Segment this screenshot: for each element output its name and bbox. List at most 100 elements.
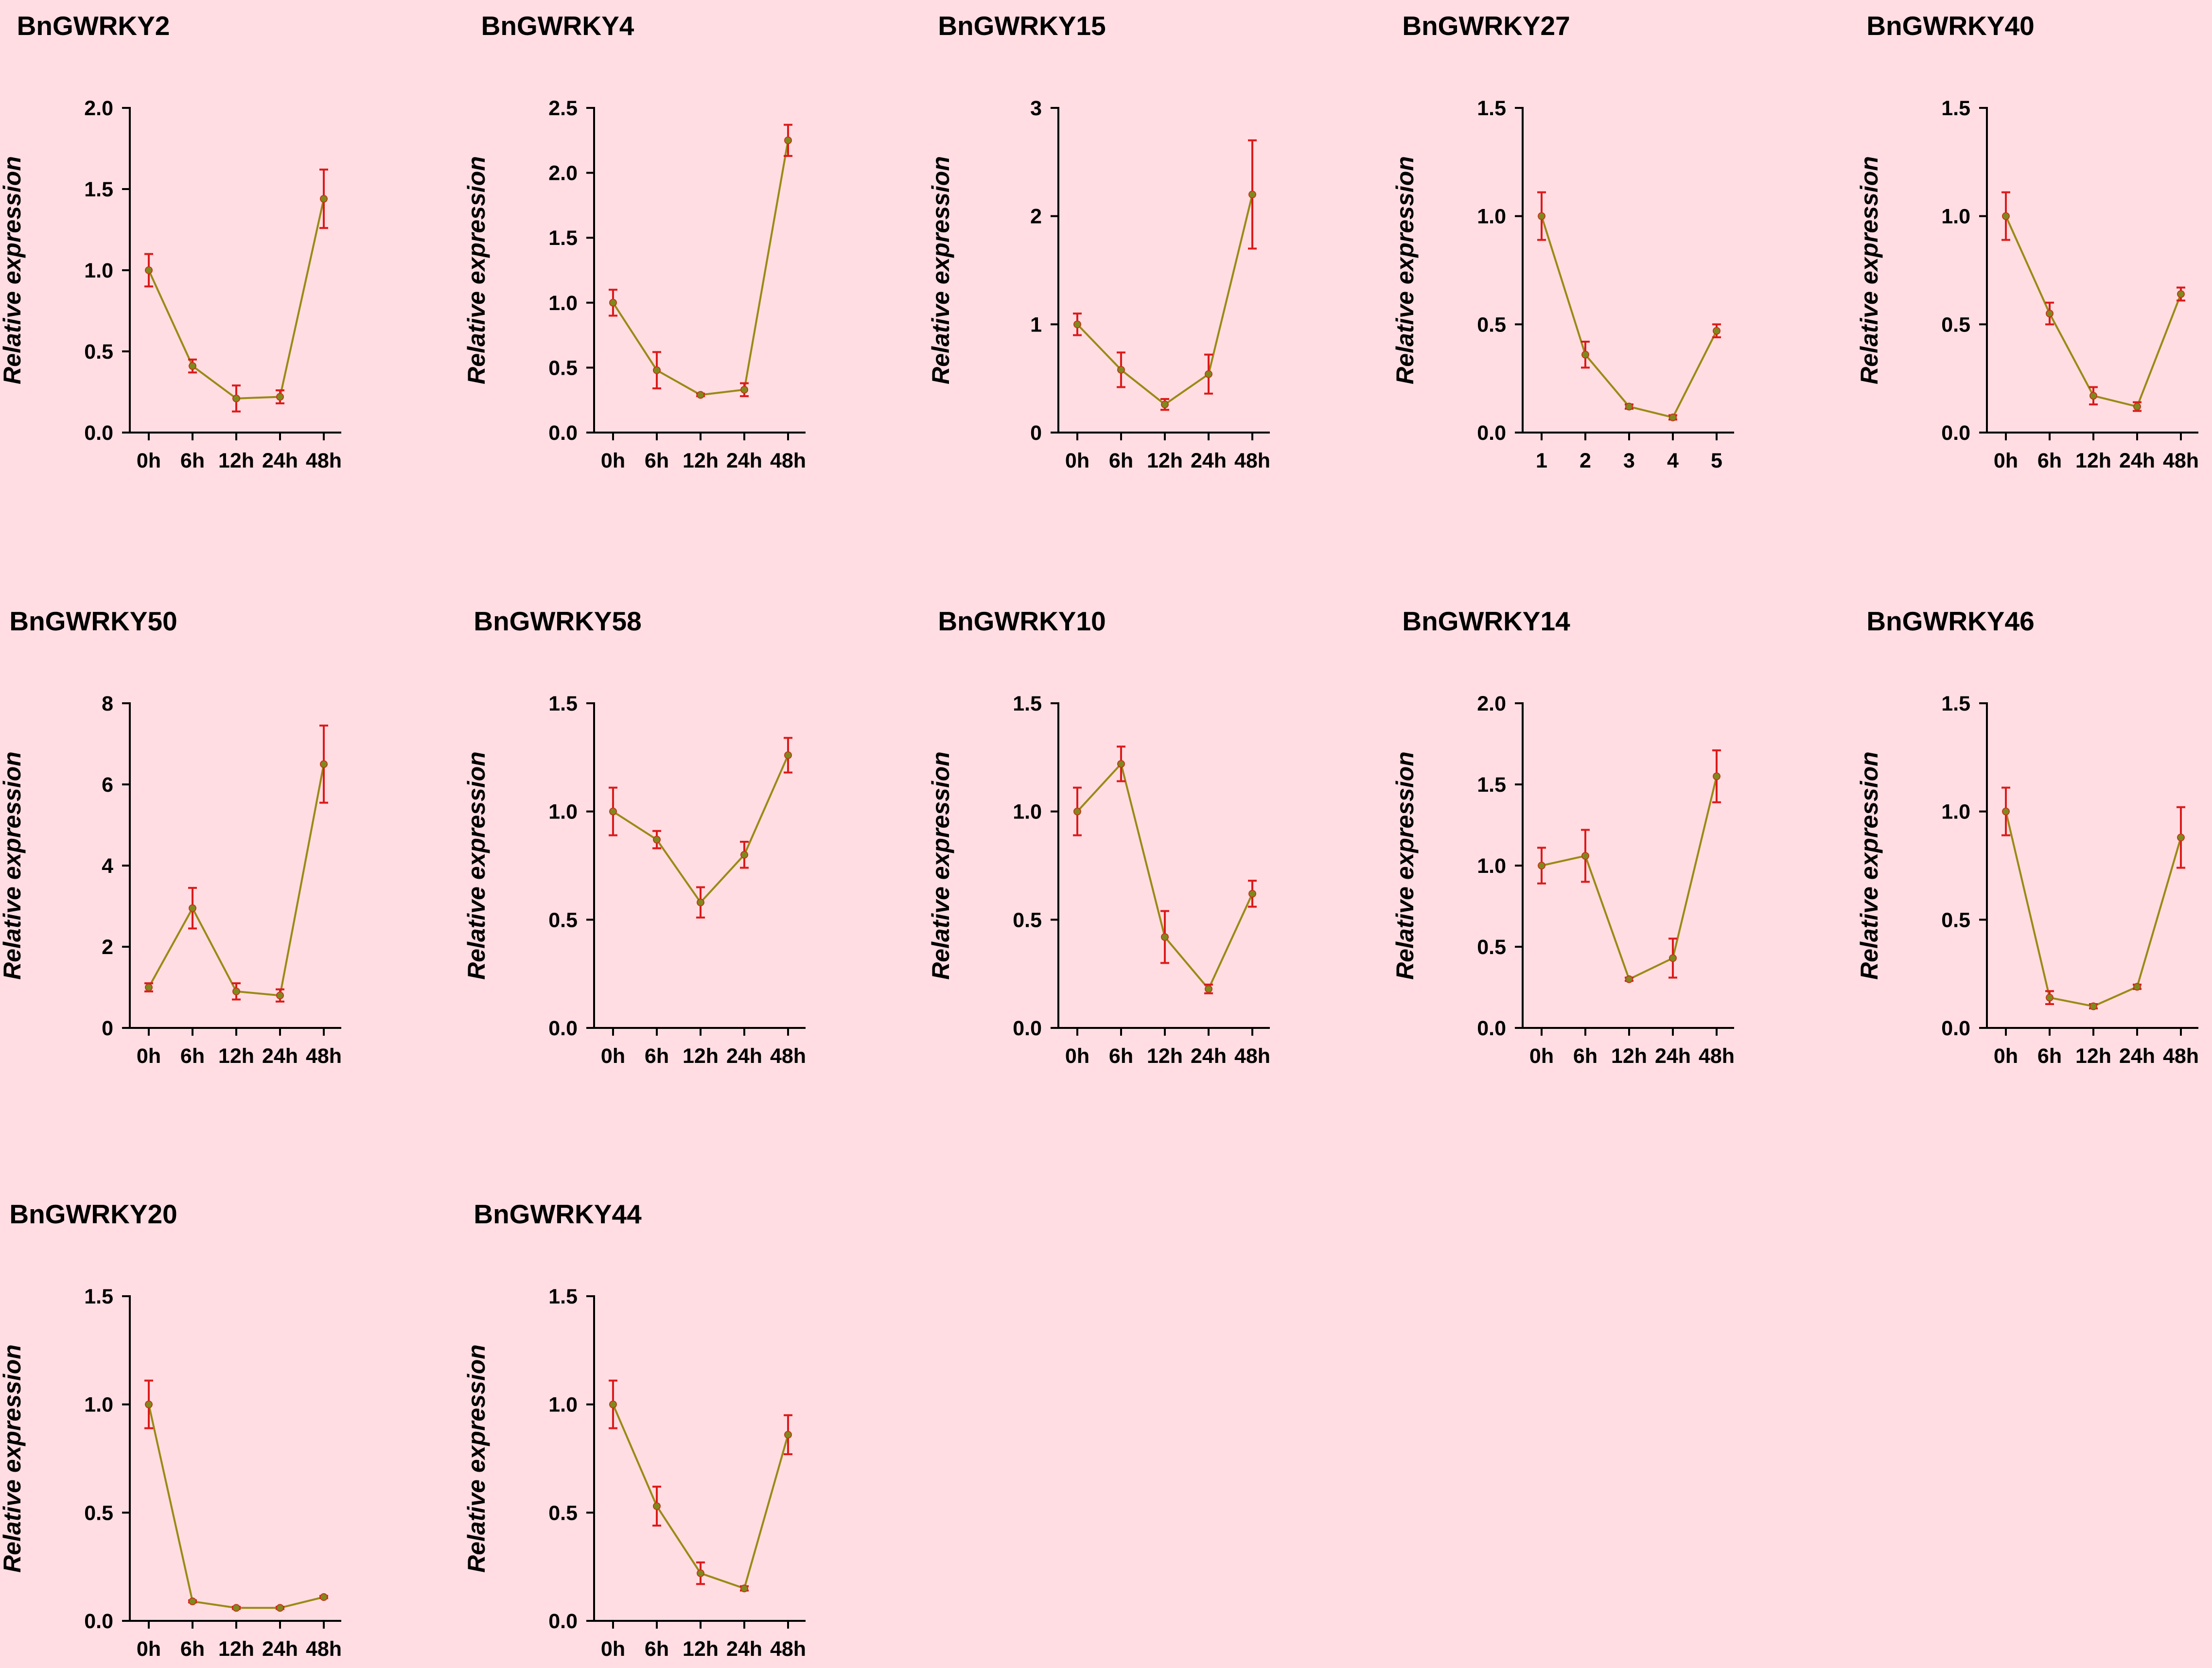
panel-title: BnGWRKY15 — [938, 11, 1106, 41]
x-tick-label: 12h — [218, 1044, 254, 1068]
series-line — [1541, 216, 1718, 419]
data-point — [2133, 402, 2141, 411]
y-tick-label: 0.0 — [1013, 1017, 1042, 1040]
x-tick-label: 6h — [1109, 1044, 1133, 1068]
data-point — [1581, 350, 1589, 359]
y-tick-label: 0.0 — [1477, 1017, 1506, 1040]
x-tick-label: 48h — [1234, 1044, 1270, 1068]
data-point — [740, 385, 748, 394]
data-point — [1669, 954, 1677, 962]
y-axis-label: Relative expression — [0, 156, 26, 384]
x-tick-label: 0h — [137, 1637, 161, 1661]
x-tick-label: 0h — [1065, 1044, 1089, 1068]
data-point — [1161, 933, 1169, 941]
y-tick-label: 6 — [102, 773, 113, 797]
data-point — [697, 898, 704, 906]
x-tick-label: 6h — [2037, 1044, 2062, 1068]
x-tick-label: 24h — [2119, 449, 2155, 472]
x-tick-label: 24h — [726, 449, 762, 472]
series-line — [1541, 776, 1718, 981]
panel-title: BnGWRKY46 — [1866, 606, 2034, 636]
x-tick-label: 2 — [1580, 449, 1591, 472]
x-tick-label: 48h — [1234, 449, 1270, 472]
y-tick-label: 0.5 — [548, 1501, 578, 1525]
data-point — [1669, 413, 1677, 421]
data-point — [1117, 760, 1125, 768]
y-tick-label: 1.5 — [84, 178, 113, 201]
y-tick-label: 3 — [1030, 97, 1042, 120]
data-point — [784, 751, 792, 759]
y-tick-label: 2.0 — [1477, 692, 1506, 715]
data-point — [276, 393, 284, 401]
data-point — [1248, 889, 1256, 898]
x-tick-label: 0h — [601, 1044, 625, 1068]
y-tick-label: 1.5 — [548, 1285, 578, 1308]
panel-title: BnGWRKY50 — [9, 606, 177, 636]
y-tick-label: 0.5 — [1477, 313, 1506, 336]
x-tick-label: 6h — [1573, 1044, 1598, 1068]
y-tick-label: 1 — [1030, 313, 1042, 336]
y-tick-label: 8 — [102, 692, 113, 715]
data-point — [609, 1400, 617, 1408]
data-point — [609, 807, 617, 816]
x-tick-label: 6h — [180, 449, 205, 472]
chart-panel-bngwrky20: BnGWRKY20 Relative expression 0.0 0.5 1.0 1.5… — [0, 1199, 342, 1661]
series-line — [2005, 811, 2182, 1008]
x-tick-label: 1 — [1536, 449, 1547, 472]
x-tick-label: 5 — [1711, 449, 1722, 472]
data-point — [740, 851, 748, 859]
data-point — [653, 1502, 661, 1510]
y-tick-label: 0.5 — [1477, 936, 1506, 959]
y-tick-label: 1.0 — [548, 292, 578, 315]
data-point — [1117, 365, 1125, 374]
data-point — [232, 394, 240, 402]
y-tick-label: 1.0 — [1941, 800, 1970, 824]
data-point — [145, 266, 153, 274]
series-line — [148, 1404, 324, 1609]
y-tick-label: 0.5 — [548, 356, 578, 380]
data-point — [1538, 212, 1545, 220]
data-point — [609, 298, 617, 307]
y-tick-label: 0.0 — [84, 1610, 113, 1633]
y-axis-label: Relative expression — [0, 751, 26, 980]
x-tick-label: 4 — [1667, 449, 1679, 472]
data-point — [1713, 327, 1720, 335]
data-point — [232, 1604, 240, 1612]
x-tick-label: 24h — [262, 1637, 298, 1661]
chart-panel-bngwrky4: BnGWRKY4 Relative expression 0.0 0.5 1.0 1.5 2… — [463, 11, 806, 472]
x-tick-label: 24h — [726, 1044, 762, 1068]
y-tick-label: 1.0 — [1941, 205, 1970, 228]
x-tick-label: 12h — [2075, 449, 2111, 472]
y-tick-label: 2.0 — [84, 97, 113, 120]
data-point — [1205, 370, 1212, 378]
chart-panel-bngwrky14: BnGWRKY14 Relative expression 0.0 0.5 1.0 1.5… — [1391, 606, 1735, 1068]
chart-panel-bngwrky40: BnGWRKY40 Relative expression 0.0 0.5 1.0 1.5… — [1856, 11, 2199, 472]
x-tick-label: 24h — [726, 1637, 762, 1661]
y-tick-label: 4 — [102, 854, 113, 878]
x-tick-label: 24h — [1191, 449, 1227, 472]
data-point — [320, 195, 328, 203]
data-point — [232, 987, 240, 995]
data-point — [189, 904, 196, 912]
series-line — [612, 1404, 789, 1590]
panel-title: BnGWRKY27 — [1402, 11, 1570, 41]
data-point — [784, 1431, 792, 1439]
x-tick-label: 3 — [1623, 449, 1635, 472]
y-axis-label: Relative expression — [1391, 156, 1419, 384]
y-axis-label: Relative expression — [1856, 156, 1883, 384]
panel-title: BnGWRKY20 — [9, 1199, 177, 1229]
x-tick-label: 6h — [180, 1044, 205, 1068]
x-tick-label: 6h — [1109, 449, 1133, 472]
chart-panel-bngwrky2: BnGWRKY2 Relative expression 0.0 0.5 1.0 1.5 2… — [0, 11, 342, 472]
data-point — [2177, 290, 2185, 298]
data-point — [189, 362, 196, 370]
x-tick-label: 6h — [180, 1637, 205, 1661]
panel-title: BnGWRKY14 — [1402, 606, 1570, 636]
y-tick-label: 1.0 — [84, 1393, 113, 1417]
y-tick-label: 0 — [102, 1017, 113, 1040]
x-tick-label: 6h — [645, 1044, 669, 1068]
x-tick-label: 48h — [306, 1637, 342, 1661]
x-tick-label: 24h — [262, 1044, 298, 1068]
data-point — [1625, 402, 1633, 411]
x-tick-label: 12h — [1147, 449, 1183, 472]
